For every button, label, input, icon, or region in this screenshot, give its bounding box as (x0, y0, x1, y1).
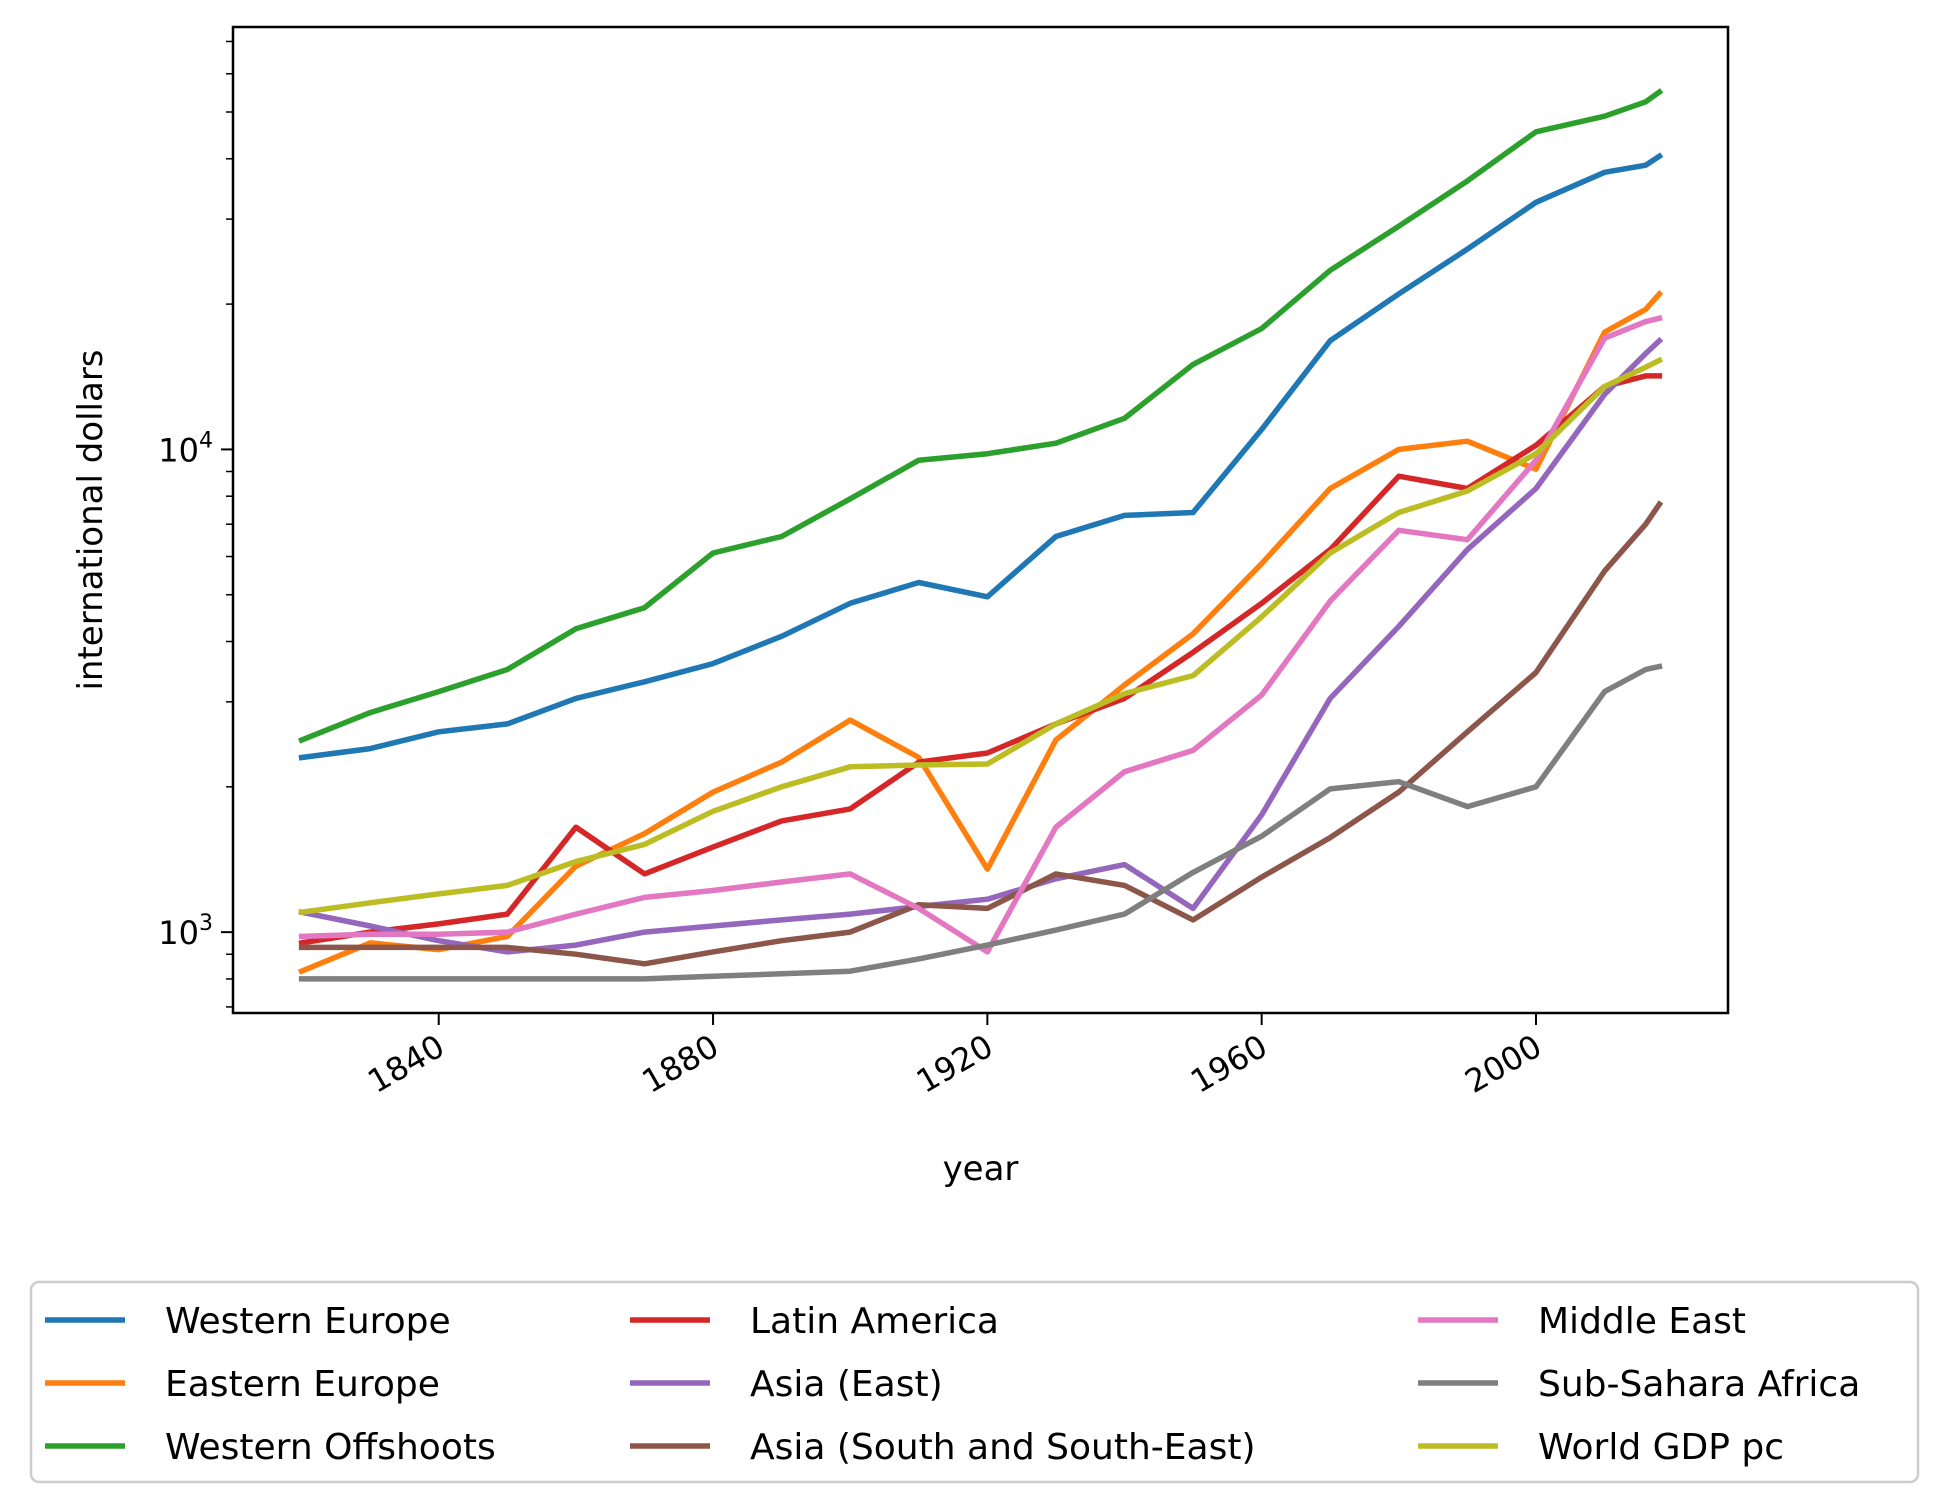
x-axis-label: year (943, 1149, 1019, 1189)
y-tick-label: 103 (158, 911, 213, 952)
legend-label-world-gdp-pc: World GDP pc (1538, 1427, 1784, 1468)
y-axis-label: international dollars (71, 349, 111, 690)
legend-label-asia-south-and-south-east: Asia (South and South-East) (750, 1427, 1256, 1468)
legend-label-western-europe: Western Europe (165, 1301, 451, 1342)
x-tick-label: 1920 (910, 1027, 1000, 1101)
series-line-western-offshoots (298, 88, 1664, 744)
legend-label-asia-east: Asia (East) (750, 1364, 943, 1405)
x-tick-label: 1880 (636, 1027, 726, 1101)
legend-label-eastern-europe: Eastern Europe (165, 1364, 440, 1405)
x-tick-label: 1840 (361, 1027, 451, 1101)
legend-label-western-offshoots: Western Offshoots (165, 1427, 496, 1468)
x-axis: 1840 1880 1920 1960 2000 (361, 1013, 1548, 1101)
legend: Western Europe Eastern Europe Western Offs… (29, 1280, 1920, 1484)
y-tick-label-base: 10 (158, 914, 199, 952)
y-tick-label: 104 (158, 428, 213, 469)
series-line-asia-south-and-south-east (298, 500, 1664, 967)
series-line-western-europe (298, 152, 1664, 761)
y-tick-label-exponent: 3 (199, 911, 213, 936)
legend-label-sub-sahara-africa: Sub-Sahara Africa (1538, 1364, 1860, 1405)
x-tick-label: 2000 (1458, 1027, 1548, 1101)
series-line-sub-sahara-africa (298, 663, 1663, 982)
legend-frame (29, 1280, 1920, 1484)
series-line-world-gdp-pc (298, 356, 1664, 916)
plot-lines (298, 88, 1664, 982)
x-tick-label: 1960 (1184, 1027, 1274, 1101)
y-tick-label-exponent: 4 (199, 428, 213, 453)
legend-label-latin-america: Latin America (750, 1301, 999, 1342)
series-line-eastern-europe (298, 290, 1664, 975)
plot-frame (231, 25, 1730, 1015)
series-line-middle-east (298, 314, 1663, 955)
legend-label-middle-east: Middle East (1538, 1301, 1746, 1342)
y-tick-label-base: 10 (158, 431, 199, 469)
